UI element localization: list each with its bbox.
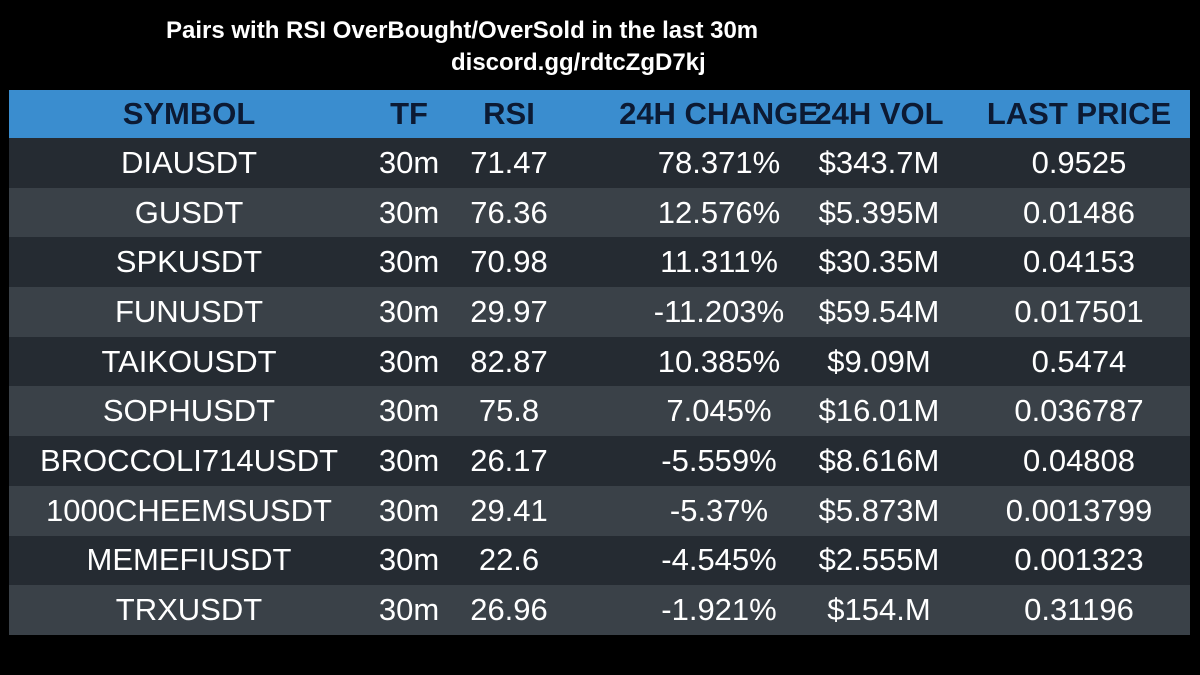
- cell-symbol: TAIKOUSDT: [101, 343, 277, 379]
- cell-rsi: 82.87: [470, 343, 548, 379]
- cell-symbol: MEMEFIUSDT: [86, 542, 292, 578]
- cell-24h-change: 10.385%: [657, 343, 781, 379]
- cell-symbol: SOPHUSDT: [102, 393, 276, 429]
- cell-24h-change: -4.545%: [661, 542, 777, 578]
- column-header-rsi: RSI: [483, 96, 535, 131]
- cell-24h-vol: $343.7M: [818, 144, 940, 180]
- cell-tf: 30m: [378, 144, 440, 180]
- cell-rsi: 76.36: [470, 194, 548, 230]
- cell-tf: 30m: [378, 542, 440, 578]
- table-row: TRXUSDT 30m 26.96 -1.921% $154.M 0.31196: [9, 585, 1190, 635]
- cell-tf: 30m: [378, 442, 440, 478]
- table-row: BROCCOLI714USDT 30m 26.17 -5.559% $8.616M 0.0…: [9, 436, 1190, 486]
- column-header-last-price: LAST PRICE: [986, 96, 1172, 131]
- table-row: TAIKOUSDT 30m 82.87 10.385% $9.09M 0.5474: [9, 336, 1190, 387]
- table-header-row: SYMBOL TF RSI 24H CHANGE 24H VOL LAST PR…: [9, 90, 1190, 138]
- cell-24h-change: -1.921%: [661, 592, 777, 628]
- cell-last-price: 0.001323: [1014, 542, 1144, 578]
- table-row: FUNUSDT 30m 29.97 -11.203% $59.54M 0.017501: [9, 287, 1190, 337]
- cell-24h-vol: $8.616M: [818, 442, 940, 478]
- cell-rsi: 26.96: [470, 592, 548, 628]
- column-header-24h-vol: 24H VOL: [814, 96, 944, 131]
- cell-rsi: 29.97: [470, 293, 548, 329]
- cell-rsi: 22.6: [478, 542, 540, 578]
- cell-last-price: 0.5474: [1031, 343, 1127, 379]
- cell-tf: 30m: [378, 592, 440, 628]
- cell-symbol: SPKUSDT: [115, 244, 263, 280]
- page-title: Pairs with RSI OverBought/OverSold in th…: [166, 17, 759, 44]
- cell-24h-vol: $2.555M: [818, 542, 940, 578]
- table-row: MEMEFIUSDT 30m 22.6 -4.545% $2.555M 0.001323: [9, 535, 1190, 586]
- cell-24h-change: 78.371%: [657, 144, 781, 180]
- cell-last-price: 0.31196: [1024, 592, 1134, 628]
- cell-24h-change: -5.37%: [669, 492, 769, 528]
- cell-tf: 30m: [378, 194, 440, 230]
- cell-24h-vol: $154.M: [827, 592, 931, 628]
- table-row: GUSDT 30m 76.36 12.576% $5.395M 0.01486: [9, 187, 1190, 238]
- cell-24h-change: 11.311%: [660, 244, 778, 280]
- table-body: DIAUSDT 30m 71.47 78.371% $343.7M 0.9525 GUSDT…: [9, 138, 1190, 635]
- column-header-symbol: SYMBOL: [122, 96, 256, 131]
- cell-symbol: TRXUSDT: [115, 592, 263, 628]
- cell-tf: 30m: [378, 244, 440, 280]
- cell-24h-vol: $30.35M: [818, 244, 940, 280]
- cell-tf: 30m: [378, 492, 440, 528]
- cell-rsi: 71.47: [470, 144, 548, 180]
- cell-last-price: 0.0013799: [1005, 492, 1153, 528]
- cell-last-price: 0.01486: [1022, 194, 1136, 230]
- cell-24h-vol: $16.01M: [818, 393, 940, 429]
- table-row: SOPHUSDT 30m 75.8 7.045% $16.01M 0.036787: [9, 386, 1190, 437]
- cell-rsi: 26.17: [470, 442, 548, 478]
- cell-symbol: DIAUSDT: [120, 144, 258, 180]
- cell-24h-change: -5.559%: [661, 442, 777, 478]
- cell-rsi: 75.8: [478, 393, 540, 429]
- cell-24h-change: 12.576%: [657, 194, 781, 230]
- cell-symbol: GUSDT: [134, 194, 244, 230]
- table-row: 1000CHEEMSUSDT 30m 29.41 -5.37% $5.873M 0.001…: [9, 485, 1190, 536]
- discord-link[interactable]: discord.gg/rdtcZgD7kj: [451, 49, 706, 76]
- cell-24h-vol: $5.873M: [818, 492, 940, 528]
- cell-24h-vol: $9.09M: [827, 343, 931, 379]
- column-header-tf: TF: [390, 96, 428, 131]
- cell-last-price: 0.036787: [1014, 393, 1144, 429]
- cell-rsi: 29.41: [470, 492, 548, 528]
- cell-tf: 30m: [378, 293, 440, 329]
- cell-last-price: 0.9525: [1031, 144, 1127, 180]
- cell-last-price: 0.04808: [1022, 442, 1136, 478]
- cell-tf: 30m: [378, 343, 440, 379]
- table-row: DIAUSDT 30m 71.47 78.371% $343.7M 0.9525: [9, 138, 1190, 188]
- cell-symbol: 1000CHEEMSUSDT: [46, 492, 332, 528]
- cell-tf: 30m: [378, 393, 440, 429]
- cell-24h-change: 7.045%: [666, 393, 772, 429]
- column-header-24h-change: 24H CHANGE: [619, 96, 819, 131]
- cell-24h-change: -11.203%: [653, 293, 785, 329]
- cell-symbol: FUNUSDT: [114, 293, 264, 329]
- cell-symbol: BROCCOLI714USDT: [39, 442, 339, 478]
- cell-24h-vol: $5.395M: [818, 194, 940, 230]
- cell-rsi: 70.98: [470, 244, 548, 280]
- rsi-pairs-table: SYMBOL TF RSI 24H CHANGE 24H VOL LAST PR…: [9, 90, 1190, 635]
- table-row: SPKUSDT 30m 70.98 11.311% $30.35M 0.04153: [9, 237, 1190, 288]
- cell-24h-vol: $59.54M: [818, 293, 940, 329]
- cell-last-price: 0.04153: [1022, 244, 1136, 280]
- cell-last-price: 0.017501: [1014, 293, 1144, 329]
